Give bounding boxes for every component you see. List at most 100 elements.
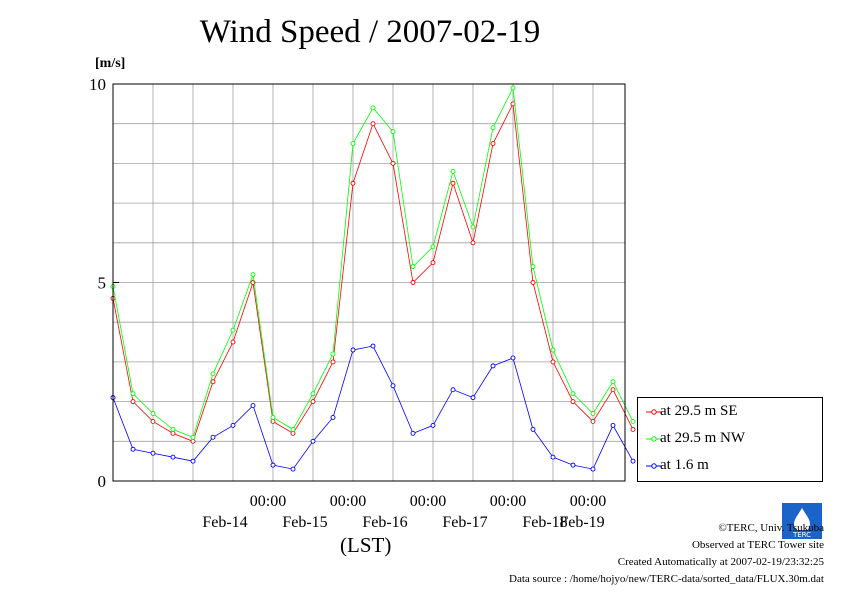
series-2-point — [570, 462, 576, 468]
x-tick-date-label: Feb-18 — [522, 514, 567, 531]
legend-item-se: at 29.5 m SE — [638, 400, 822, 426]
series-1-point — [350, 141, 356, 147]
series-0-point — [350, 180, 356, 186]
series-0-point — [570, 399, 576, 405]
y-axis-unit: [m/s] — [95, 56, 126, 71]
x-tick-time-label: 00:00 — [410, 493, 446, 510]
chart-title: Wind Speed / 2007-02-19 — [199, 14, 541, 50]
series-1-point — [430, 244, 436, 250]
x-axis-label: (LST) — [340, 533, 392, 557]
series-1-point — [130, 391, 136, 397]
series-2-point — [210, 434, 216, 440]
series-1-point — [150, 411, 156, 416]
series-2-point — [310, 438, 316, 444]
series-1-point — [250, 272, 256, 278]
series-1-point — [570, 391, 576, 397]
y-tick-label: 0 — [98, 472, 107, 491]
series-0-point — [430, 260, 436, 266]
series-0-point — [370, 121, 376, 127]
series-0-point — [230, 339, 236, 345]
series-2-point — [230, 422, 236, 428]
x-tick-date-label: Feb-14 — [202, 514, 247, 531]
series-1-point — [550, 347, 556, 353]
series-0-point — [450, 180, 456, 186]
series-1-point — [330, 351, 336, 357]
series-1-point — [530, 264, 536, 270]
credit-copyright: ©TERC, Univ. Tsukuba — [718, 522, 824, 534]
series-2-point — [610, 422, 616, 428]
series-0-point — [210, 379, 216, 385]
series-2-point — [490, 363, 496, 369]
series-2-point — [170, 454, 176, 460]
credit-observed: Observed at TERC Tower site — [691, 539, 824, 551]
x-tick-time-label: 00:00 — [570, 493, 606, 510]
legend-symbol-1m — [646, 463, 662, 469]
terc-logo-icon: TERC — [782, 503, 822, 539]
series-1-point — [310, 391, 316, 397]
series-2-point — [410, 430, 416, 436]
series-1-point — [470, 224, 476, 230]
series-0-point — [550, 359, 556, 365]
series-0-point — [630, 426, 636, 432]
series-0-point — [590, 419, 596, 424]
series-0-point — [410, 280, 416, 285]
legend-label-1m: at 1.6 m — [660, 457, 709, 473]
series-2-point — [430, 422, 436, 428]
series-2-point — [330, 415, 336, 420]
series-2-point — [390, 383, 396, 389]
series-2-point — [130, 446, 136, 452]
series-1-point — [230, 327, 236, 333]
legend-symbol-nw — [646, 436, 662, 442]
series-1-point — [490, 125, 496, 131]
series-1-point — [450, 168, 456, 174]
series-1-point — [590, 411, 596, 416]
legend-symbol-se — [646, 409, 662, 415]
series-0-point — [530, 280, 536, 285]
series-2-point — [250, 403, 256, 409]
series-0-point — [330, 359, 336, 365]
x-tick-date-label: Feb-16 — [362, 514, 407, 531]
series-1-point — [270, 415, 276, 420]
series-0-point — [150, 419, 156, 424]
credit-source: Data source : /home/hojyo/new/TERC-data/… — [509, 573, 824, 585]
series-2-point — [370, 343, 376, 349]
x-tick-time-label: 00:00 — [250, 493, 286, 510]
logo-text: TERC — [792, 531, 811, 539]
x-tick-date-label: Feb-15 — [282, 514, 327, 531]
legend-item-1m: at 1.6 m — [638, 454, 822, 480]
x-tick-time-label: 00:00 — [330, 493, 366, 510]
series-1-point — [210, 371, 216, 377]
series-2-point — [510, 355, 516, 361]
y-tick-label: 10 — [89, 75, 106, 94]
series-2-point — [450, 387, 456, 393]
series-2-point — [190, 458, 196, 464]
series-2-point — [630, 458, 636, 464]
series-1-point — [610, 379, 616, 385]
series-0-point — [290, 430, 296, 436]
legend: at 29.5 m SE at 29.5 m NW at 1.6 m — [637, 397, 823, 482]
series-0-point — [270, 419, 276, 424]
series-2-point — [270, 462, 276, 468]
credit-created: Created Automatically at 2007-02-19/23:3… — [617, 556, 824, 568]
series-0-point — [170, 430, 176, 436]
series-2-point — [350, 347, 356, 353]
series-1-point — [510, 85, 516, 91]
series-2-point — [150, 450, 156, 456]
series-1-point — [290, 426, 296, 432]
x-tick-date-label: Feb-19 — [559, 514, 604, 531]
x-tick-date-label: Feb-17 — [442, 514, 487, 531]
series-1-point — [390, 129, 396, 135]
series-2-point — [470, 395, 476, 401]
legend-item-nw: at 29.5 m NW — [638, 427, 822, 453]
series-0-point — [190, 438, 196, 444]
series-0-point — [130, 399, 136, 405]
series-line-0 — [112, 102, 634, 442]
series-2-point — [530, 426, 536, 432]
series-1-point — [170, 426, 176, 432]
series-line-1 — [112, 86, 634, 438]
series-0-point — [490, 141, 496, 147]
series-line-2 — [112, 345, 634, 470]
series-0-point — [390, 160, 396, 166]
series-2-point — [550, 454, 556, 460]
